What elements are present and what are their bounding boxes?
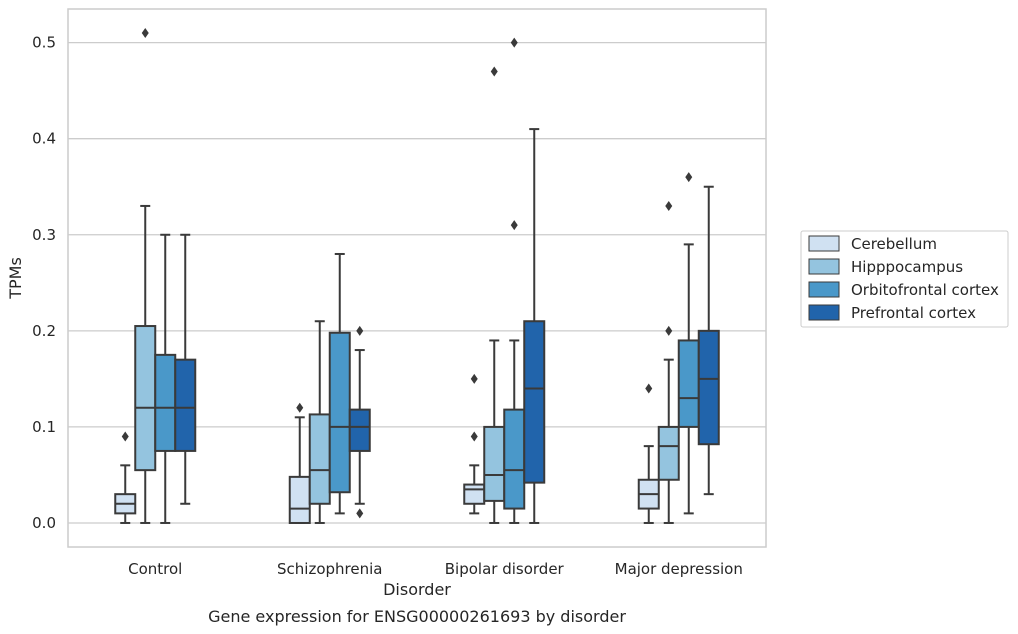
outlier-point bbox=[510, 37, 518, 48]
box bbox=[288, 475, 311, 524]
box bbox=[523, 320, 546, 484]
box bbox=[134, 325, 157, 472]
series-prefrontal-cortex bbox=[174, 128, 720, 524]
outlier-point bbox=[665, 200, 673, 211]
outlier-point bbox=[356, 508, 364, 519]
y-tick-label: 0.1 bbox=[32, 418, 56, 436]
outlier-point bbox=[665, 325, 673, 336]
box bbox=[154, 353, 177, 452]
box bbox=[174, 358, 197, 452]
series-cerebellum bbox=[114, 373, 660, 524]
outlier-point bbox=[356, 325, 364, 336]
box bbox=[657, 425, 680, 481]
box bbox=[463, 483, 486, 505]
legend-swatch bbox=[808, 281, 840, 298]
outlier-point bbox=[645, 383, 653, 394]
outlier-point bbox=[121, 431, 129, 442]
box bbox=[308, 413, 331, 505]
x-tick-label: Control bbox=[128, 560, 182, 578]
box bbox=[328, 331, 351, 494]
box bbox=[483, 425, 506, 502]
box bbox=[697, 329, 720, 446]
outlier-point bbox=[490, 66, 498, 77]
legend-frame bbox=[800, 230, 1009, 328]
outlier-point bbox=[470, 373, 478, 384]
outlier-point bbox=[685, 172, 693, 183]
outlier-point bbox=[296, 402, 304, 413]
legend-label: Prefrontal cortex bbox=[851, 304, 976, 322]
x-tick-label: Schizophrenia bbox=[277, 560, 382, 578]
x-tick-label: Bipolar disorder bbox=[445, 560, 565, 578]
legend-label: Cerebellum bbox=[851, 235, 937, 253]
legend-label: Hipppocampus bbox=[851, 258, 963, 276]
outlier-point bbox=[510, 220, 518, 231]
y-tick-label: 0.4 bbox=[32, 130, 56, 148]
box-series bbox=[114, 28, 720, 524]
legend-swatch bbox=[808, 235, 840, 252]
outlier-point bbox=[141, 28, 149, 39]
legend-swatch bbox=[808, 258, 840, 275]
box bbox=[503, 408, 526, 510]
legend-label: Orbitofrontal cortex bbox=[851, 281, 999, 299]
y-axis-ticks: 0.0 0.1 0.2 0.3 0.4 0.5 bbox=[32, 34, 56, 532]
series-orbitofrontal-cortex bbox=[154, 37, 700, 524]
outlier-point bbox=[470, 431, 478, 442]
chart-caption: Gene expression for ENSG00000261693 by d… bbox=[208, 607, 626, 626]
plot-area-frame bbox=[67, 8, 767, 548]
box bbox=[348, 408, 371, 452]
box bbox=[677, 339, 700, 428]
x-tick-label: Major depression bbox=[615, 560, 743, 578]
y-tick-label: 0.3 bbox=[32, 226, 56, 244]
y-tick-label: 0.2 bbox=[32, 322, 56, 340]
series-hipppocampus bbox=[134, 28, 680, 524]
legend-swatch bbox=[808, 304, 840, 321]
legend: Cerebellum Hipppocampus Orbitofrontal cort… bbox=[800, 230, 1009, 328]
x-axis-ticks: Control Schizophrenia Bipolar disorder Majo… bbox=[128, 560, 743, 578]
y-axis-label: TPMs bbox=[6, 257, 25, 300]
x-axis-label: Disorder bbox=[383, 580, 451, 599]
y-tick-label: 0.5 bbox=[32, 34, 56, 52]
y-tick-label: 0.0 bbox=[32, 514, 56, 532]
